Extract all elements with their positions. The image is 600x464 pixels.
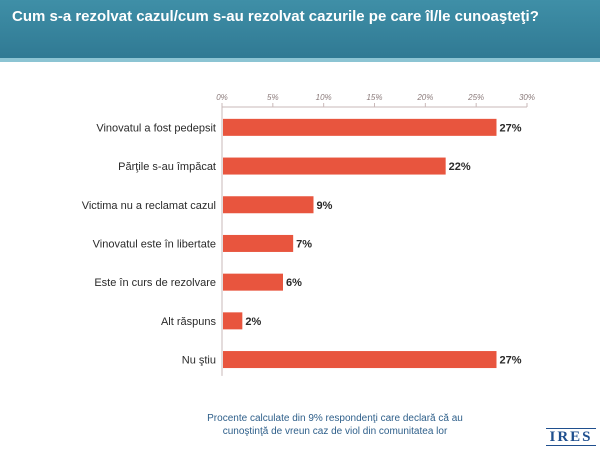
header-stripe [0,58,600,62]
bar [223,312,243,330]
category-label: Victima nu a reclamat cazul [82,200,216,212]
bar [223,196,314,214]
chart-title: Cum s-a rezolvat cazul/cum s-au rezolvat… [12,8,539,25]
x-tick-label: 10% [316,93,332,102]
bar [223,118,497,136]
footnote: Procente calculate din 9% respondenţi ca… [207,413,463,437]
bar [223,351,497,369]
value-label: 6% [286,277,302,289]
x-tick-label: 15% [366,93,382,102]
category-label: Nu ştiu [182,355,216,367]
category-label: Vinovatul este în libertate [93,238,216,250]
value-label: 9% [317,200,333,212]
category-label: Părţile s-au împăcat [118,161,216,173]
category-label: Alt răspuns [161,316,217,328]
value-label: 22% [449,161,471,173]
value-label: 27% [500,122,522,134]
bar [223,157,446,175]
bar [223,234,294,252]
x-tick-label: 20% [416,93,433,102]
x-tick-label: 5% [267,93,279,102]
logo-text: IRES [546,428,596,446]
ires-logo: IRES [546,428,596,448]
bar-chart: 0% 5% 10% 15% 20% 25% 30% Vinovatul a fost pede… [82,93,535,376]
value-label: 27% [500,355,522,367]
x-tick-label: 25% [467,93,484,102]
category-label: Vinovatul a fost pedepsit [96,122,216,134]
value-label: 7% [296,238,312,250]
x-tick-label: 0% [216,93,228,102]
value-label: 2% [245,316,261,328]
header-bar: Cum s-a rezolvat cazul/cum s-au rezolvat… [0,0,600,62]
bar [223,273,283,291]
category-label: Este în curs de rezolvare [94,277,216,289]
x-tick-label: 30% [519,93,535,102]
